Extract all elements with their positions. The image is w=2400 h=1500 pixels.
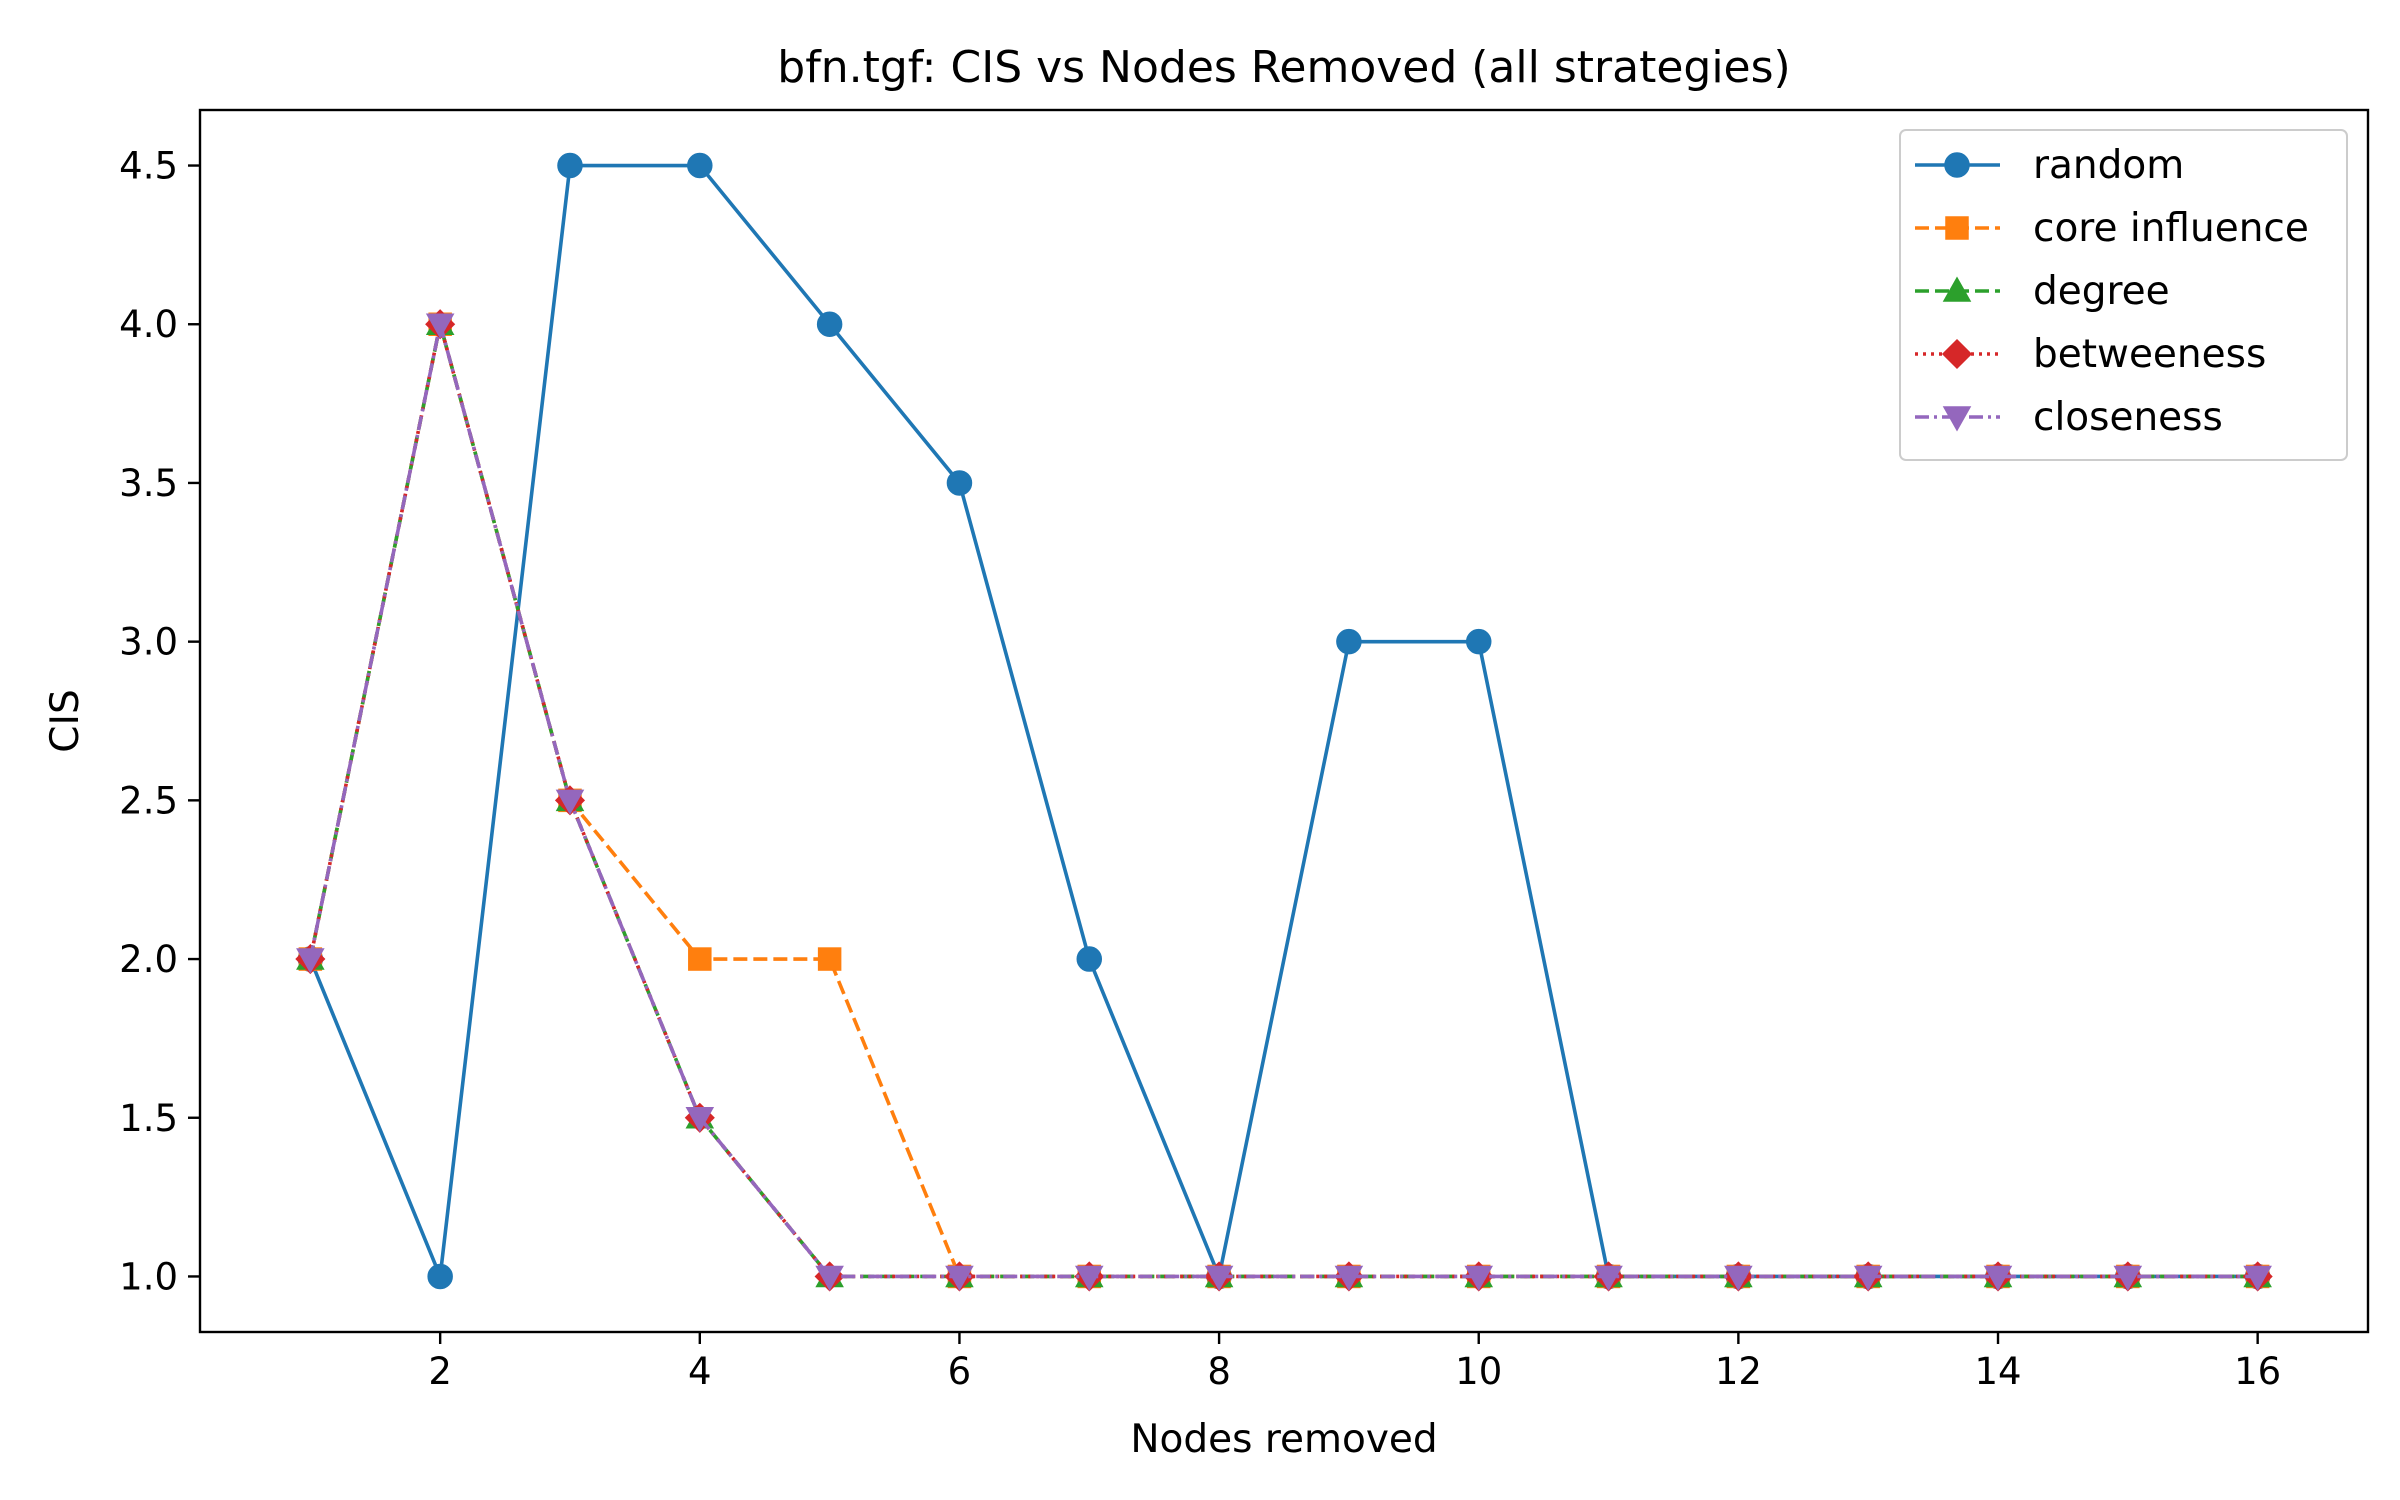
data-point-random [1076, 946, 1103, 972]
x-tick-label: 14 [1974, 1350, 2021, 1393]
data-point-random [427, 1263, 453, 1290]
data-point-random [557, 152, 583, 179]
x-tick-label: 8 [1207, 1350, 1231, 1393]
legend-item-random: random [1915, 143, 2184, 188]
series-closeness [296, 313, 2272, 1291]
data-point-core-influence [688, 947, 712, 971]
legend-marker-degree [1942, 276, 1972, 302]
data-point-closeness [555, 789, 585, 815]
y-tick-label: 3.5 [119, 462, 178, 505]
y-tick-label: 2.0 [119, 938, 178, 981]
data-point-closeness [685, 1107, 715, 1133]
y-axis: 1.0 1.5 2.0 2.5 3.0 3.5 4.0 4.5 [119, 145, 200, 1298]
legend-marker-closeness [1942, 406, 1972, 432]
data-point-closeness [1074, 1265, 1104, 1291]
data-point-closeness [1464, 1265, 1494, 1291]
y-axis-label: CIS [43, 689, 88, 753]
legend-label-closeness: closeness [2033, 395, 2223, 440]
y-tick-label: 4.0 [119, 303, 178, 346]
legend-marker-betweeness [1941, 338, 1973, 370]
legend: random core influence degree betweeness clos… [1899, 129, 2348, 461]
y-tick-label: 1.0 [119, 1255, 178, 1298]
chart-title: bfn.tgf: CIS vs Nodes Removed (all strat… [777, 42, 1790, 93]
legend-label-betweeness: betweeness [2033, 332, 2266, 377]
x-tick-label: 12 [1715, 1350, 1762, 1393]
data-point-closeness [1853, 1265, 1883, 1291]
legend-item-closeness: closeness [1915, 395, 2223, 440]
plot-frame [198, 108, 2370, 1334]
x-tick-label: 4 [688, 1350, 712, 1393]
y-tick-label: 3.0 [119, 621, 178, 664]
x-tick-label: 16 [2234, 1350, 2281, 1393]
data-point-closeness [815, 1265, 844, 1291]
data-point-random [687, 152, 713, 179]
data-point-closeness [2113, 1265, 2143, 1291]
legend-item-betweeness: betweeness [1915, 332, 2266, 377]
legend-marker-random [1944, 152, 1970, 178]
legend-label-random: random [2033, 143, 2184, 188]
data-point-closeness [1594, 1265, 1623, 1291]
data-point-closeness [2243, 1265, 2272, 1291]
data-point-random [816, 311, 843, 337]
data-point-closeness [945, 1265, 974, 1291]
data-point-random [1465, 628, 1492, 655]
data-point-core-influence [817, 947, 842, 971]
y-tick-label: 1.5 [119, 1097, 178, 1140]
series-line-closeness [308, 322, 2258, 1279]
x-axis-label: Nodes removed [1130, 1417, 1437, 1462]
data-point-closeness [425, 313, 455, 339]
data-point-closeness [1334, 1265, 1364, 1291]
legend-item-core-influence: core influence [1915, 206, 2309, 251]
x-tick-label: 6 [948, 1350, 972, 1393]
x-tick-label: 10 [1455, 1350, 1502, 1393]
legend-label-degree: degree [2033, 269, 2170, 314]
y-tick-label: 4.5 [119, 145, 178, 188]
data-point-random [946, 470, 973, 496]
data-point-random [1336, 628, 1362, 655]
plot-area: 2 4 6 8 10 12 14 16 1.0 1.5 2.0 2.5 3.0 3.5 4.0 4.5 [119, 108, 2370, 1393]
legend-label-core-influence: core influence [2033, 206, 2309, 251]
legend-marker-core-influence [1945, 216, 1969, 240]
y-tick-label: 2.5 [119, 779, 178, 822]
data-point-closeness [1204, 1265, 1234, 1291]
data-point-closeness [296, 948, 325, 974]
x-axis: 2 4 6 8 10 12 14 16 [428, 1332, 2281, 1393]
data-point-closeness [1724, 1265, 1753, 1291]
data-point-closeness [1983, 1265, 2013, 1291]
x-tick-label: 2 [428, 1350, 452, 1393]
series-layer [295, 152, 2273, 1292]
legend-item-degree: degree [1915, 269, 2170, 314]
legend-frame [1899, 129, 2348, 461]
